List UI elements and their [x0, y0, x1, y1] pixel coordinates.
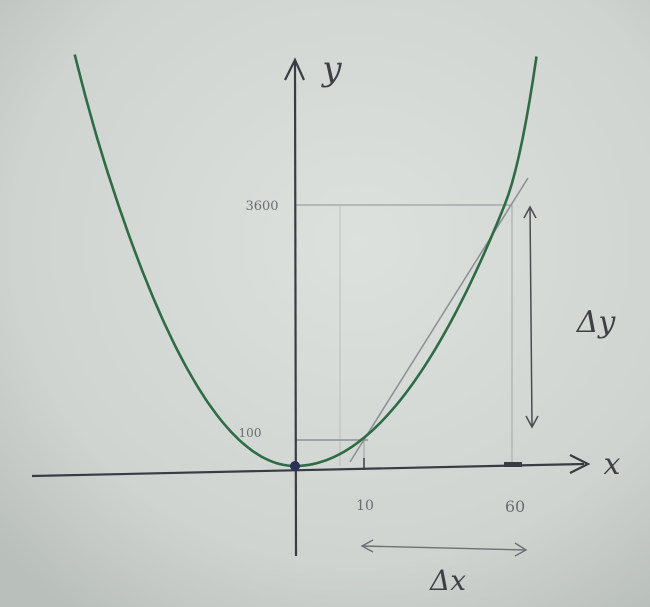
x-axis: [31, 454, 591, 478]
y-tick-label-high: 3600: [245, 199, 278, 214]
delta-y-label: Δy: [576, 305, 617, 340]
parabola-curve: [73, 54, 538, 468]
x-tick-label-high: 60: [505, 497, 525, 516]
delta-y-arrow: [523, 205, 539, 429]
x-axis-label: x: [604, 447, 621, 482]
secant-line: [349, 177, 529, 463]
y-axis: [284, 57, 306, 557]
y-axis-label: y: [320, 49, 342, 89]
x-tick-label-low: 10: [356, 498, 374, 514]
x-high-tick-mark: [504, 462, 522, 467]
delta-x-arrow: [360, 539, 528, 557]
y-tick-label-low: 100: [239, 426, 262, 440]
origin-point: [290, 461, 300, 471]
delta-x-label: Δx: [429, 564, 466, 597]
